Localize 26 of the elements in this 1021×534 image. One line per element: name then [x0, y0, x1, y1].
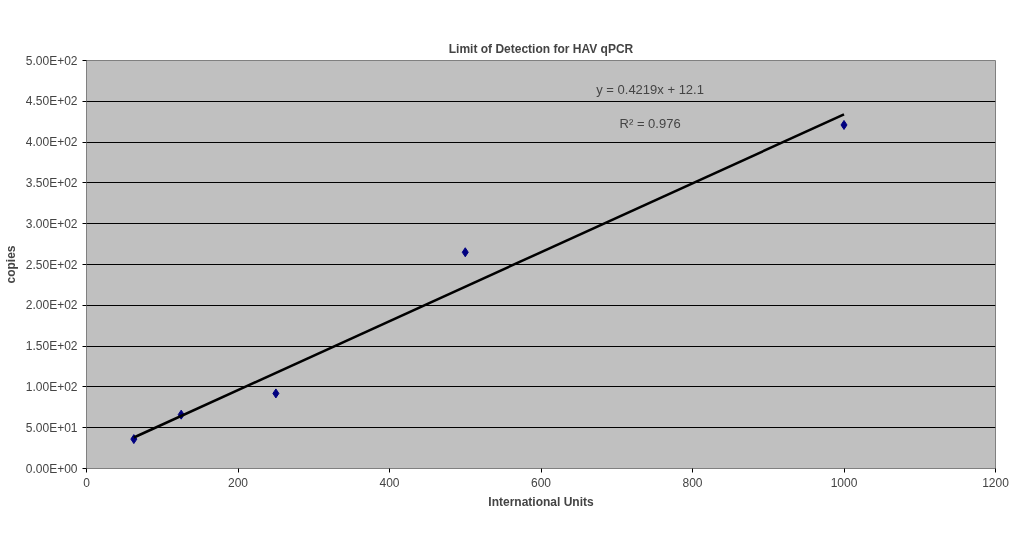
- y-axis-title: copies: [3, 245, 18, 284]
- chart-title: Limit of Detection for HAV qPCR: [448, 41, 634, 56]
- x-tick-label: 0: [83, 475, 91, 490]
- x-tick-label: 1200: [982, 475, 1010, 490]
- x-axis-title: International Units: [488, 494, 594, 509]
- x-tick-label: 600: [530, 475, 552, 490]
- y-tick-label: 2.00E+02: [25, 298, 78, 313]
- y-tick-label: 5.00E+02: [25, 53, 78, 68]
- point: [461, 247, 469, 258]
- y-tick-label: 1.00E+02: [25, 379, 78, 394]
- annotation: y = 0.4219x + 12.1: [596, 81, 704, 97]
- y-tick-label: 4.00E+02: [25, 135, 78, 150]
- y-tick-label: 3.50E+02: [25, 175, 78, 190]
- annotation: R² = 0.976: [619, 116, 681, 132]
- point: [840, 119, 848, 130]
- x-tick-label: 1000: [830, 475, 858, 490]
- y-tick-label: 4.50E+02: [25, 94, 78, 109]
- y-tick-label: 2.50E+02: [25, 257, 78, 272]
- y-tick-label: 1.50E+02: [25, 339, 78, 354]
- y-tick-label: 3.00E+02: [25, 216, 78, 231]
- point: [272, 388, 280, 399]
- x-tick-label: 200: [227, 475, 249, 490]
- x-tick-label: 400: [379, 475, 400, 490]
- y-tick-label: 0.00E+00: [25, 461, 78, 476]
- y-tick-label: 5.00E+01: [25, 420, 78, 435]
- x-tick-label: 800: [682, 475, 703, 490]
